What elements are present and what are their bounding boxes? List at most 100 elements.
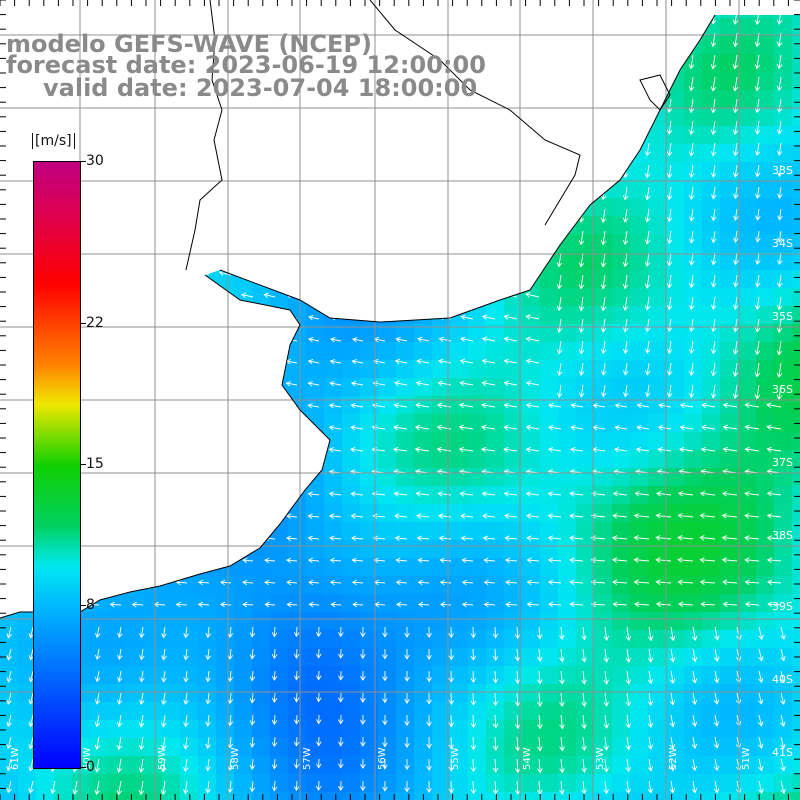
wind-arrow xyxy=(776,274,783,288)
speed-cell xyxy=(486,252,505,271)
speed-cell xyxy=(792,378,800,397)
wind-arrow xyxy=(286,469,298,475)
speed-cell xyxy=(648,378,667,397)
speed-cell xyxy=(252,378,271,397)
speed-cell xyxy=(0,252,19,271)
wind-arrow xyxy=(20,579,34,586)
wind-arrow xyxy=(458,424,474,431)
speed-cell xyxy=(576,234,595,253)
wind-arrow xyxy=(22,160,34,166)
speed-cell xyxy=(612,54,631,73)
speed-cell xyxy=(792,504,800,523)
wind-arrow xyxy=(0,270,12,277)
speed-cell xyxy=(270,342,289,361)
speed-cell xyxy=(198,216,217,235)
wind-arrow xyxy=(625,736,632,751)
colorbar-tick-label: 8 xyxy=(86,597,95,614)
speed-cell xyxy=(576,198,595,217)
speed-cell xyxy=(720,378,739,397)
speed-cell xyxy=(576,504,595,523)
wind-arrow xyxy=(154,182,166,189)
wind-arrow xyxy=(293,780,300,792)
wind-arrow xyxy=(133,160,144,167)
speed-cell xyxy=(540,180,559,199)
wind-arrow xyxy=(382,714,388,726)
speed-cell xyxy=(558,198,577,217)
speed-cell xyxy=(108,504,127,523)
speed-cell xyxy=(324,576,343,595)
speed-cell xyxy=(738,666,757,685)
speed-cell xyxy=(198,234,217,253)
speed-cell xyxy=(666,126,685,145)
wind-arrow xyxy=(197,403,210,409)
speed-cell xyxy=(450,540,469,559)
speed-cell xyxy=(558,792,577,800)
speed-cell xyxy=(486,15,505,19)
wind-arrow xyxy=(525,380,540,387)
wind-arrow xyxy=(220,557,232,564)
wind-arrow xyxy=(679,424,694,431)
speed-cell xyxy=(306,270,325,289)
speed-cell xyxy=(720,522,739,541)
speed-cell xyxy=(324,306,343,325)
speed-cell xyxy=(306,450,325,469)
wind-arrow xyxy=(242,491,254,498)
speed-cell xyxy=(234,756,253,775)
speed-cell xyxy=(234,558,253,577)
speed-cell xyxy=(450,252,469,271)
speed-cell xyxy=(702,216,721,235)
speed-cell xyxy=(396,342,415,361)
speed-cell xyxy=(666,288,685,307)
wind-arrow xyxy=(666,252,673,267)
latitude-label: 38S xyxy=(772,529,793,542)
speed-cell xyxy=(126,450,145,469)
speed-cell xyxy=(756,522,775,541)
speed-cell xyxy=(396,576,415,595)
wind-arrow xyxy=(219,248,232,254)
wind-arrow xyxy=(426,780,432,794)
speed-cell xyxy=(216,144,235,163)
speed-cell xyxy=(306,360,325,379)
speed-cell xyxy=(756,180,775,199)
speed-cell xyxy=(162,198,181,217)
speed-cell xyxy=(486,558,505,577)
speed-cell xyxy=(720,594,739,613)
wind-arrow xyxy=(316,692,322,703)
speed-cell xyxy=(756,90,775,109)
speed-cell xyxy=(162,144,181,163)
speed-cell xyxy=(378,162,397,181)
speed-cell xyxy=(450,756,469,775)
speed-cell xyxy=(774,396,793,415)
speed-cell xyxy=(0,720,19,739)
wind-arrow xyxy=(183,714,189,728)
wind-arrow xyxy=(198,138,210,144)
speed-cell xyxy=(396,558,415,577)
speed-cell xyxy=(594,108,613,127)
wind-arrow xyxy=(603,736,609,751)
wind-arrow xyxy=(219,403,232,409)
wind-arrow xyxy=(713,736,720,749)
wind-arrow xyxy=(21,425,34,431)
speed-cell xyxy=(126,144,145,163)
speed-cell xyxy=(720,162,739,181)
wind-arrow xyxy=(603,780,609,795)
speed-cell xyxy=(594,36,613,55)
speed-cell xyxy=(648,324,667,343)
wind-arrow xyxy=(439,182,452,188)
wind-arrow xyxy=(691,736,698,750)
speed-cell xyxy=(126,666,145,685)
speed-cell xyxy=(270,774,289,793)
wind-arrow xyxy=(271,736,278,748)
wind-arrow xyxy=(460,513,474,519)
speed-cell xyxy=(378,576,397,595)
speed-cell xyxy=(216,360,235,379)
speed-cell xyxy=(288,558,307,577)
speed-cell xyxy=(666,198,685,217)
speed-cell xyxy=(162,342,181,361)
wind-arrow xyxy=(570,424,584,431)
wind-arrow xyxy=(470,648,477,661)
speed-cell xyxy=(306,216,325,235)
wind-arrow xyxy=(754,318,761,333)
wind-arrow xyxy=(644,142,651,157)
wind-arrow xyxy=(395,336,408,343)
